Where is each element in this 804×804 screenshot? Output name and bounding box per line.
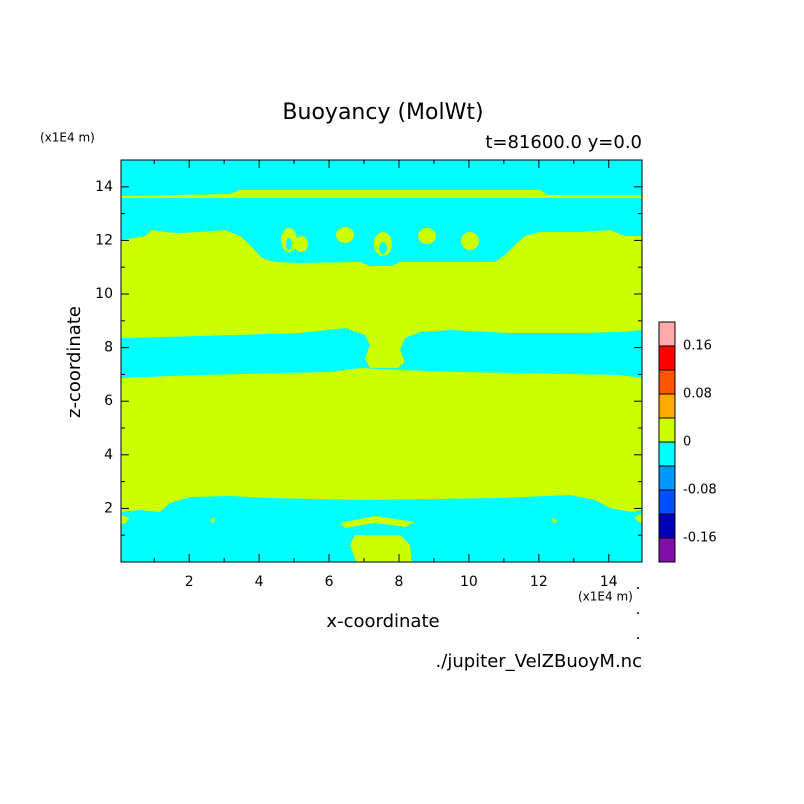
y-axis-label: z-coordinate: [64, 306, 85, 418]
contour-fill: [336, 227, 354, 243]
x-unit: (x1E4 m): [578, 590, 633, 604]
y-tick-label: 8: [104, 340, 113, 356]
contour-fill: [121, 190, 642, 198]
colorbar-box: [659, 370, 675, 394]
x-tick-label: 6: [325, 574, 334, 590]
contour-fill: [121, 515, 130, 524]
colorbar-label: 0: [683, 435, 691, 450]
contour-fill: [286, 238, 292, 250]
contour-fill: [552, 518, 558, 523]
colorbar-box: [659, 514, 675, 538]
contour-fill: [379, 242, 387, 254]
contour-fill: [294, 236, 308, 252]
x-tick-label: 4: [255, 574, 264, 590]
colorbar-box: [659, 466, 675, 490]
contour-fill: [418, 228, 436, 244]
colorbar-label: 0.08: [683, 387, 712, 402]
contour-fill: [350, 535, 412, 562]
dot: [637, 587, 639, 589]
colorbar-box: [659, 322, 675, 346]
chart-title: Buoyancy (MolWt): [282, 100, 483, 125]
contour-fill: [209, 518, 215, 523]
colorbar-label: 0.16: [683, 339, 712, 354]
contour-fill: [340, 516, 415, 528]
dot: [637, 612, 639, 614]
x-tick-label: 2: [185, 574, 194, 590]
colorbar-box: [659, 418, 675, 442]
colorbar-box: [659, 346, 675, 370]
colorbar-box: [659, 442, 675, 466]
colorbar-box: [659, 490, 675, 514]
x-tick-label: 8: [395, 574, 404, 590]
y-tick-label: 6: [104, 393, 113, 409]
dots: [637, 587, 639, 639]
chart-subtitle: t=81600.0 y=0.0: [485, 132, 642, 153]
x-tick-label: 12: [530, 574, 548, 590]
contour-fill: [121, 368, 642, 512]
y-tick-label: 10: [95, 286, 113, 302]
contour-fill: [121, 230, 642, 368]
colorbar-label: -0.08: [683, 483, 717, 498]
contour-fill: [634, 513, 642, 524]
y-tick-label: 2: [104, 500, 113, 516]
contour-fill: [461, 232, 479, 250]
y-tick-label: 12: [95, 232, 113, 248]
footer: ./jupiter_VelZBuoyM.nc: [436, 651, 642, 672]
colorbar-box: [659, 394, 675, 418]
y-tick-label: 4: [104, 447, 113, 463]
dot: [637, 637, 639, 639]
x-axis-label: x-coordinate: [326, 611, 439, 632]
y-unit: (x1E4 m): [40, 131, 95, 145]
colorbar-box: [659, 538, 675, 562]
plot-frame: [120, 159, 643, 563]
x-tick-label: 10: [460, 574, 478, 590]
colorbar-label: -0.16: [683, 531, 717, 546]
y-tick-label: 14: [95, 179, 113, 195]
x-tick-label: 14: [600, 574, 618, 590]
